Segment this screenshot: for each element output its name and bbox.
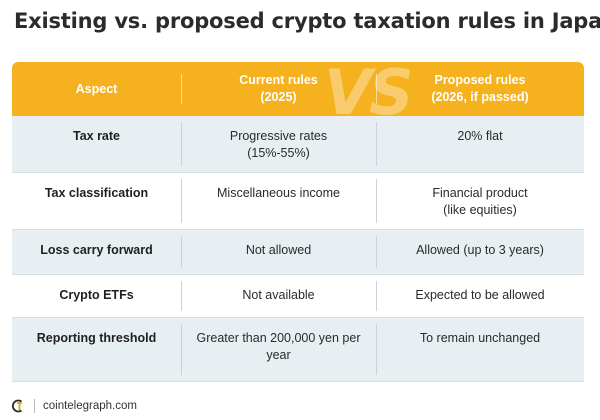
footer-source: cointelegraph.com	[10, 398, 137, 414]
table-row: Crypto ETFs Not available Expected to be…	[12, 275, 584, 318]
row-proposed: Financial product (like equities)	[376, 173, 584, 229]
header-proposed-rules: Proposed rules (2026, if passed)	[376, 62, 584, 116]
cointelegraph-logo-icon	[12, 399, 23, 413]
header-current-rules: Current rules (2025)	[181, 62, 376, 116]
chart-title: Existing vs. proposed crypto taxation ru…	[14, 9, 600, 33]
source-label: cointelegraph.com	[43, 400, 137, 412]
row-proposed: 20% flat	[376, 116, 584, 172]
row-aspect: Tax rate	[72, 129, 120, 143]
row-aspect: Crypto ETFs	[59, 288, 134, 302]
header-aspect: Aspect	[12, 62, 181, 116]
header-proposed-line2: (2026, if passed)	[431, 90, 529, 104]
table-header: VS Aspect Current rules (2025) Proposed …	[12, 62, 584, 129]
comparison-table: VS Aspect Current rules (2025) Proposed …	[12, 62, 584, 382]
row-current: Not available	[181, 275, 376, 317]
row-current: Miscellaneous income	[181, 173, 376, 229]
header-aspect-label: Aspect	[75, 81, 118, 96]
row-aspect: Tax classification	[44, 186, 149, 200]
row-current: Progressive rates (15%-55%)	[181, 116, 376, 172]
row-aspect: Reporting threshold	[36, 331, 157, 345]
table-row: Tax rate Progressive rates (15%-55%) 20% …	[12, 116, 584, 173]
table-row: Tax classification Miscellaneous income …	[12, 173, 584, 230]
row-aspect: Loss carry forward	[40, 243, 153, 257]
header-current-line1: Current rules	[239, 73, 318, 87]
table-row: Reporting threshold Greater than 200,000…	[12, 318, 584, 382]
footer-divider	[34, 399, 35, 413]
row-proposed: Allowed (up to 3 years)	[376, 230, 584, 274]
row-current: Greater than 200,000 yen per year	[181, 318, 376, 381]
header-current-line2: (2025)	[260, 90, 297, 104]
row-proposed: To remain unchanged	[376, 318, 584, 381]
table-row: Loss carry forward Not allowed Allowed (…	[12, 230, 584, 275]
row-proposed: Expected to be allowed	[376, 275, 584, 317]
header-proposed-line1: Proposed rules	[434, 73, 526, 87]
row-current: Not allowed	[181, 230, 376, 274]
